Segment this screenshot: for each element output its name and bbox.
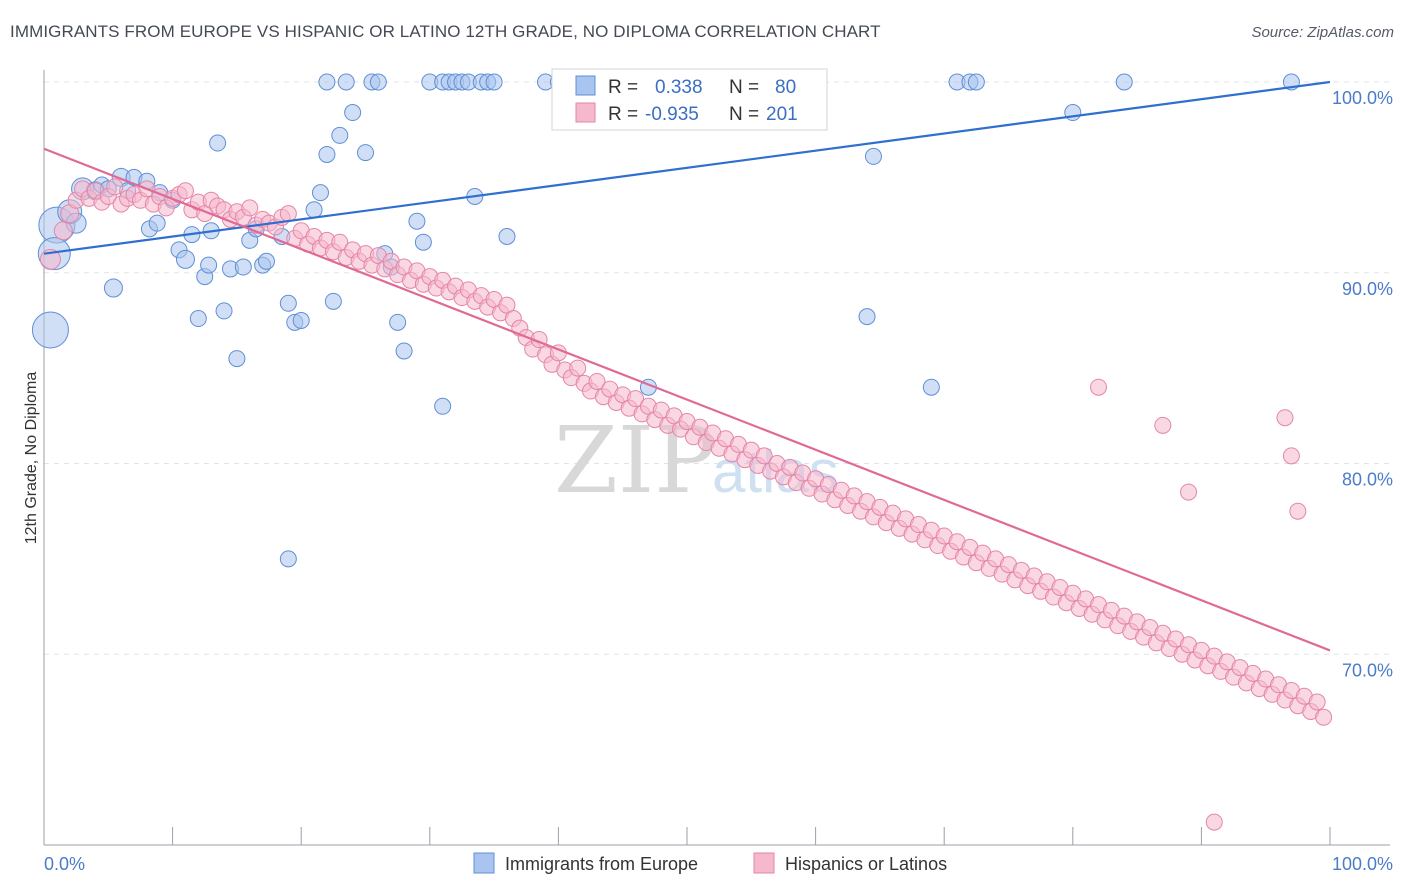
legend-n-label-2: N = <box>729 104 759 125</box>
immigrants-point-33 <box>257 252 275 270</box>
hispanics-point-84 <box>588 372 606 390</box>
immigrants-point-65 <box>498 228 516 246</box>
hispanics-point-203 <box>1289 502 1307 520</box>
hispanics-point-110 <box>755 447 773 465</box>
immigrants-point-43 <box>337 73 355 91</box>
immigrants-point-63 <box>434 397 452 415</box>
grid-lines <box>44 81 1390 655</box>
immigrants-point-15 <box>103 278 123 298</box>
immigrants-point-50 <box>389 313 407 331</box>
hispanics-point-199 <box>1090 378 1108 396</box>
immigrants-point-51 <box>395 342 413 360</box>
y-tick-label-0: 70.0% <box>1342 660 1393 680</box>
immigrants-point-74 <box>922 378 940 396</box>
y-axis-label: 12th Grade, No Diploma <box>23 372 40 545</box>
y-tick-label-3: 100.0% <box>1332 88 1393 108</box>
legend-swatch-pink <box>575 102 596 123</box>
chart-source: Source: ZipAtlas.com <box>1251 24 1394 41</box>
hispanics-point-1 <box>53 221 73 241</box>
immigrants-point-21 <box>189 310 207 328</box>
top-legend-box <box>551 68 828 131</box>
legend-n-value-2: 201 <box>766 104 798 125</box>
hispanics-point-9 <box>106 178 124 196</box>
immigrants-point-14 <box>31 311 69 349</box>
hispanics-point-196 <box>1308 693 1326 711</box>
hispanics-point-90 <box>627 390 645 408</box>
bottom-legend-label-blue: Immigrants from Europe <box>505 854 698 874</box>
y-tick-labels: 70.0% 80.0% 90.0% 100.0% <box>1332 88 1393 680</box>
hispanics-point-202 <box>1282 447 1300 465</box>
immigrants-point-81 <box>279 550 297 568</box>
immigrants-point-23 <box>200 256 218 274</box>
trend-lines <box>43 80 1331 652</box>
hispanics-point-200 <box>1154 416 1172 434</box>
immigrants-point-47 <box>369 73 387 91</box>
hispanics-point-198 <box>1205 813 1223 831</box>
bottom-legend: Immigrants from Europe Hispanics or Lati… <box>473 852 947 874</box>
y-tick-label-2: 90.0% <box>1342 279 1393 299</box>
immigrants-point-42 <box>331 126 349 144</box>
immigrants-point-26 <box>215 302 233 320</box>
immigrants-point-72 <box>858 308 876 326</box>
hispanics-point-197 <box>1315 708 1333 726</box>
y-tick-label-1: 80.0% <box>1342 470 1393 490</box>
legend-r-value-1: 0.338 <box>655 77 703 98</box>
immigrants-point-25 <box>209 134 227 152</box>
hispanics-point-201 <box>1276 409 1294 427</box>
immigrants-point-77 <box>967 73 985 91</box>
immigrants-point-38 <box>305 201 323 219</box>
legend-r-label-1: R = <box>608 77 638 98</box>
immigrants-point-44 <box>344 104 362 122</box>
legend-n-label-1: N = <box>729 77 759 98</box>
immigrants-point-73 <box>864 147 882 165</box>
x-tick-labels: 0.0% 100.0% <box>44 854 1393 874</box>
x-tick-label-1: 100.0% <box>1332 854 1393 874</box>
immigrants-point-35 <box>279 294 297 312</box>
immigrants-point-79 <box>1115 73 1133 91</box>
hispanics-point-30 <box>241 199 259 217</box>
immigrants-point-28 <box>228 350 246 368</box>
hispanics-point-204 <box>1180 483 1198 501</box>
immigrants-point-19 <box>175 249 195 269</box>
immigrants-point-17 <box>148 214 166 232</box>
top-legend: R = 0.338 N = 80 R = -0.935 N = 201 <box>551 68 828 131</box>
chart-title: IMMIGRANTS FROM EUROPE VS HISPANIC OR LA… <box>10 22 881 41</box>
legend-r-value-2: -0.935 <box>645 104 699 125</box>
legend-n-value-1: 80 <box>775 77 796 98</box>
bottom-legend-swatch-blue <box>473 852 495 874</box>
hispanics-point-20 <box>176 182 194 200</box>
x-tick-label-0: 0.0% <box>44 854 85 874</box>
immigrants-point-29 <box>234 258 252 276</box>
axes <box>43 70 1390 846</box>
trend-line-immigrants <box>43 80 1331 255</box>
legend-swatch-blue <box>575 75 596 96</box>
bottom-legend-swatch-pink <box>753 852 775 874</box>
trend-line-hispanics <box>43 147 1331 652</box>
legend-r-label-2: R = <box>608 104 638 125</box>
immigrants-point-82 <box>318 73 336 91</box>
hispanics-point-44 <box>331 233 349 251</box>
bottom-legend-label-pink: Hispanics or Latinos <box>785 854 947 874</box>
immigrants-point-62 <box>485 73 503 91</box>
immigrants-point-37 <box>292 311 310 329</box>
immigrants-point-39 <box>311 184 329 202</box>
immigrants-point-52 <box>408 212 426 230</box>
immigrants-point-41 <box>324 292 342 310</box>
hispanics-point-81 <box>569 359 587 377</box>
immigrants-point-53 <box>414 233 432 251</box>
immigrants-point-40 <box>318 145 336 163</box>
immigrants-point-45 <box>357 144 374 162</box>
